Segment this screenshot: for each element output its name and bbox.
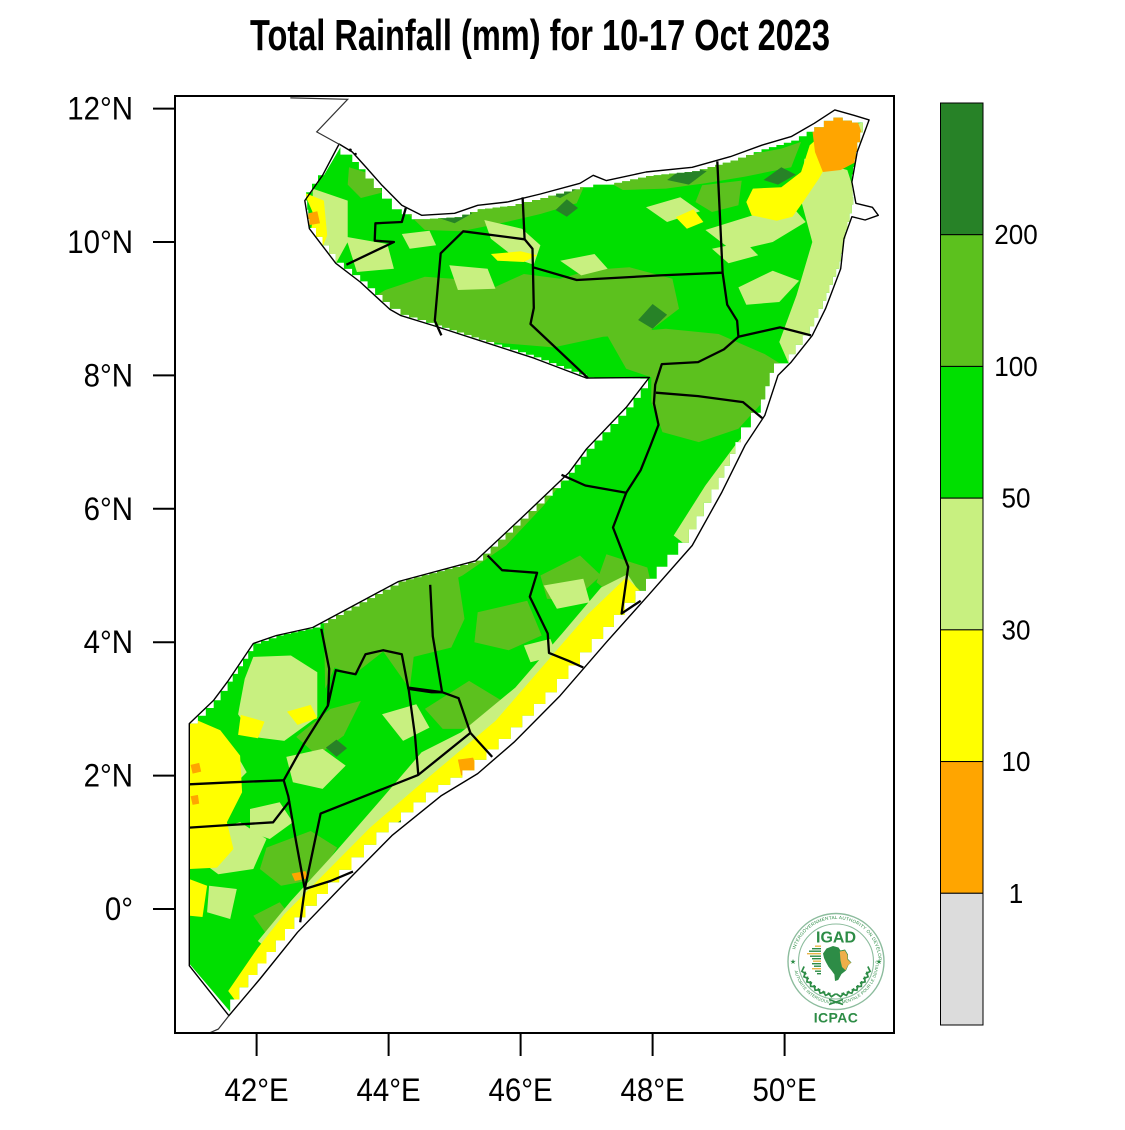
svg-text:100: 100 <box>994 351 1037 382</box>
svg-text:10: 10 <box>1002 746 1031 777</box>
svg-text:50: 50 <box>1002 483 1031 514</box>
svg-text:4°N: 4°N <box>84 624 133 660</box>
svg-text:0°: 0° <box>105 891 133 927</box>
svg-text:30: 30 <box>1002 615 1031 646</box>
svg-text:1: 1 <box>1009 878 1023 909</box>
svg-text:200: 200 <box>994 219 1037 250</box>
svg-text:48°E: 48°E <box>621 1072 685 1108</box>
svg-text:10°N: 10°N <box>67 224 133 260</box>
svg-text:Total Rainfall (mm) for 10-17: Total Rainfall (mm) for 10-17 Oct 2023 <box>250 11 830 60</box>
svg-text:46°E: 46°E <box>489 1072 553 1108</box>
svg-text:8°N: 8°N <box>84 357 133 393</box>
svg-text:44°E: 44°E <box>357 1072 421 1108</box>
svg-text:★: ★ <box>876 958 882 966</box>
svg-text:2°N: 2°N <box>84 757 133 793</box>
svg-text:IGAD: IGAD <box>816 930 856 947</box>
svg-text:6°N: 6°N <box>84 491 133 527</box>
svg-text:50°E: 50°E <box>753 1072 817 1108</box>
svg-text:ICPAC: ICPAC <box>814 1010 859 1026</box>
svg-text:★: ★ <box>790 958 796 966</box>
svg-text:42°E: 42°E <box>225 1072 289 1108</box>
svg-text:12°N: 12°N <box>67 90 133 126</box>
